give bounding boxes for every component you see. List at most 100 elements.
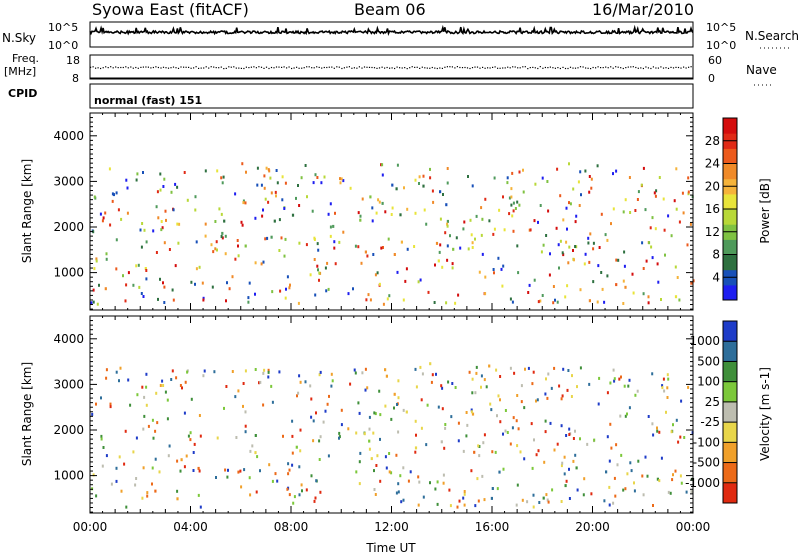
- velocity-cell: [95, 494, 98, 498]
- power-cell: [254, 261, 257, 265]
- power-cell: [559, 239, 562, 243]
- power-cell: [381, 173, 384, 177]
- velocity-cell: [450, 415, 453, 419]
- power-cell: [105, 257, 108, 261]
- power-cell: [291, 213, 295, 217]
- velocity-cell: [537, 449, 540, 453]
- power-cell: [670, 234, 673, 238]
- noise-left-bottom-tick: 10^0: [48, 39, 78, 52]
- velocity-cell: [388, 470, 391, 474]
- velocity-cell: [588, 382, 591, 386]
- power-cell: [623, 250, 626, 254]
- power-cell: [656, 262, 659, 266]
- power-cell: [612, 172, 614, 176]
- freq-point: [416, 66, 418, 68]
- velocity-cell: [662, 377, 665, 381]
- velocity-cell: [579, 366, 582, 370]
- velocity-cell: [471, 391, 474, 395]
- freq-point: [492, 66, 494, 68]
- velocity-cell: [299, 449, 302, 453]
- power-cell: [542, 243, 545, 247]
- power-cell: [446, 244, 449, 248]
- freq-point: [102, 67, 104, 69]
- velocity-cell: [100, 396, 102, 400]
- power-cell: [278, 218, 281, 222]
- velocity-cell: [572, 437, 575, 440]
- velocity-cell: [227, 468, 229, 472]
- freq-point: [193, 67, 195, 69]
- freq-point: [117, 67, 119, 69]
- freq-point: [499, 67, 501, 69]
- velocity-cell: [663, 389, 666, 393]
- freq-point: [564, 67, 567, 70]
- velocity-cell: [151, 466, 154, 470]
- power-cell: [569, 202, 572, 206]
- power-cell: [622, 210, 625, 214]
- freq-point: [356, 67, 358, 69]
- velocity-cell: [363, 432, 366, 436]
- velocity-cell: [197, 493, 200, 497]
- velocity-cell: [485, 385, 488, 389]
- power-cell: [400, 240, 403, 244]
- velocity-cell: [447, 380, 450, 384]
- power-cell: [647, 301, 650, 305]
- velocity-cell: [326, 402, 329, 406]
- power-cell: [195, 240, 198, 244]
- power-cell: [326, 261, 329, 265]
- power-cell: [275, 169, 278, 172]
- velocity-cell: [347, 427, 350, 431]
- power-cell: [429, 167, 431, 171]
- power-cell: [419, 278, 422, 282]
- power-cell: [580, 193, 582, 197]
- power-cell: [347, 292, 350, 296]
- power-cell: [264, 197, 267, 201]
- freq-point: [200, 67, 202, 69]
- power-cell: [388, 294, 391, 298]
- freq-point: [459, 66, 461, 69]
- power-cell: [546, 180, 549, 183]
- power-cell: [278, 249, 281, 252]
- power-cell: [275, 194, 277, 198]
- power-cell: [247, 300, 250, 304]
- velocity-cell: [354, 371, 357, 375]
- power-cell: [245, 170, 247, 174]
- freq-point: [205, 66, 207, 68]
- power-cell: [136, 172, 139, 176]
- velocity-cell: [667, 377, 670, 381]
- power-cell: [657, 280, 660, 284]
- velocity-cell: [262, 403, 265, 407]
- velocity-cell: [146, 494, 149, 498]
- power-cell: [334, 211, 336, 215]
- velocity-cell: [379, 479, 382, 483]
- power-cell: [260, 262, 263, 266]
- power-cell: [584, 169, 587, 173]
- freq-point: [474, 66, 476, 68]
- power-cell: [565, 240, 568, 244]
- power-cell: [493, 176, 496, 180]
- velocity-cell: [330, 372, 333, 376]
- velocity-cell: [561, 461, 564, 465]
- freq-point: [424, 67, 426, 69]
- power-cell: [162, 281, 164, 285]
- power-cell: [516, 200, 519, 204]
- freq-point: [346, 66, 348, 68]
- velocity-colorbar-tick-label: -100: [693, 435, 720, 449]
- power-cell: [317, 248, 320, 252]
- freq-point: [311, 67, 313, 69]
- power-cell: [329, 202, 332, 206]
- power-cell: [289, 283, 291, 287]
- velocity-cell: [667, 490, 670, 494]
- velocity-cell: [660, 456, 663, 460]
- power-cell: [647, 295, 650, 299]
- power-colorbar-swatch: [723, 239, 737, 255]
- freq-point: [132, 67, 134, 69]
- freq-point: [497, 67, 499, 69]
- velocity-cell: [616, 463, 619, 467]
- velocity-cell: [671, 478, 674, 482]
- power-cell: [365, 298, 368, 302]
- velocity-cell: [622, 488, 625, 492]
- velocity-cell: [615, 443, 618, 447]
- power-cell: [418, 182, 420, 185]
- power-cell: [510, 203, 513, 207]
- freq-point: [213, 66, 215, 68]
